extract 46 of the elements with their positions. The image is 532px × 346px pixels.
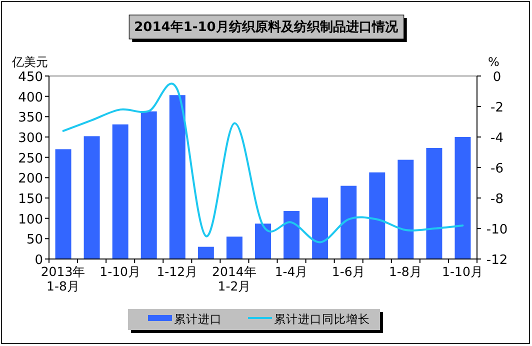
y-tick-label: 350	[18, 110, 43, 126]
y2-axis-title: %	[488, 55, 500, 69]
bar	[169, 95, 186, 259]
x-tick-label: 1-8月	[388, 264, 422, 279]
y2-tick-label: -12	[486, 253, 508, 268]
y-tick-label: 100	[18, 212, 43, 228]
bar	[112, 124, 128, 259]
y-axis-title: 亿美元	[11, 55, 48, 69]
bar	[140, 111, 157, 259]
bar	[226, 236, 242, 259]
x-tick-label: 2013年 1-8月	[40, 264, 86, 294]
bar	[340, 186, 357, 259]
x-tick-label: 1-12月	[156, 264, 198, 279]
y2-tick-label: -8	[490, 192, 504, 207]
bar	[426, 148, 442, 259]
x-tick-label: 1-6月	[332, 264, 366, 279]
y-tick-label: 150	[18, 192, 43, 207]
y2-tick-label: -6	[490, 162, 504, 176]
x-tick-label: 1-10月	[100, 264, 142, 279]
y-tick-label: 450	[18, 70, 43, 85]
x-tick-label: 2014年 1-2月	[212, 264, 257, 294]
bar	[398, 160, 414, 259]
title: 2014年1-10月纺织原料及纺织制品进口情况	[128, 14, 407, 42]
bar	[284, 211, 300, 259]
y2-tick-label: 0	[492, 70, 502, 85]
y2-tick-label: -10	[486, 222, 508, 238]
y-tick-label: 200	[18, 172, 43, 187]
bar	[369, 172, 386, 259]
y-tick-label: 250	[18, 151, 43, 166]
y-tick-label: 300	[18, 131, 43, 146]
legend-label: 累计进口	[174, 312, 222, 326]
y-tick-label: 0	[34, 253, 43, 268]
bar	[255, 224, 271, 259]
x-tick-label: 1-4月	[274, 264, 308, 279]
bar	[198, 246, 214, 259]
y-tick-label: 50	[26, 232, 43, 248]
x-tick-label: 1-10月	[442, 264, 484, 279]
bar	[55, 149, 72, 259]
chart-title: 2014年1-10月纺织原料及纺织制品进口情况	[134, 19, 399, 35]
y2-tick-label: -4	[490, 131, 504, 146]
bar	[84, 136, 100, 259]
bar	[312, 198, 328, 259]
legend-label: 累计进口同比增长	[274, 312, 370, 326]
bar	[454, 137, 471, 259]
y2-tick-label: -2	[490, 100, 504, 116]
y-tick-label: 400	[18, 90, 43, 106]
